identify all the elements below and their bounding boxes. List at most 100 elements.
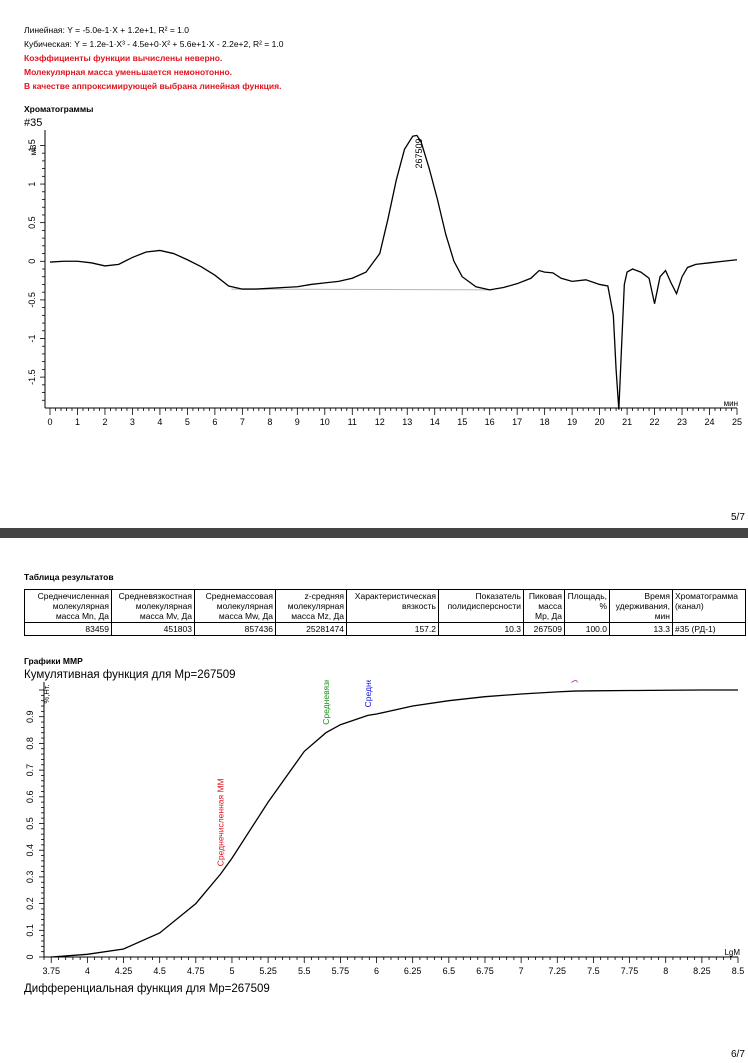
x-tick-label: 11: [348, 417, 357, 427]
cumulative-axes: 3.75 4 4.25 4.5 4.75 5 5.25 5.5 5.75 6 6.25 6.5 6.75…: [25, 682, 744, 976]
y-tick-label: 0.7: [25, 764, 35, 777]
x-tick-label: 17: [512, 417, 522, 427]
col-header-mn: Среднечисленная молекулярная масса Mn, Д…: [24, 589, 112, 623]
cell-pdi: 10.3: [438, 622, 524, 636]
cell-area: 100.0: [564, 622, 610, 636]
y-tick-label: 0.3: [25, 871, 35, 884]
y-tick-label: -1.5: [27, 369, 37, 385]
col-header-mv: Средневязкостная молекулярная масса Mv, …: [111, 589, 195, 623]
x-tick-label: 20: [595, 417, 605, 427]
peak-label: 267509: [414, 138, 424, 168]
cell-mw: 857436: [194, 622, 276, 636]
x-tick-label: 4: [157, 417, 162, 427]
x-tick-label: 24: [705, 417, 715, 427]
x-tick-label: 6.5: [443, 966, 456, 976]
cumulative-title: Кумулятивная функция для Mp=267509: [24, 669, 236, 681]
x-tick-label: 5.5: [298, 966, 311, 976]
cumulative-chart: 3.75 4 4.25 4.5 4.75 5 5.25 5.5 5.75 6 6.25 6.5 6.75…: [25, 680, 744, 976]
x-tick-label: 8.5: [732, 966, 745, 976]
cell-mv: 451803: [111, 622, 195, 636]
x-tick-label: 25: [732, 417, 742, 427]
col-header-pdi: Показатель полидисперсности: [438, 589, 524, 623]
x-tick-label: 0: [47, 417, 52, 427]
x-tick-label: 18: [540, 417, 550, 427]
mw-marker-label: Средневязкостная масса: [321, 680, 331, 725]
y-axis-label: мВ: [29, 145, 38, 156]
col-header-mp: Пиковая масса Mp, Да: [523, 589, 565, 623]
warning-coefficients: Коэффициенты функции вычислены неверно.: [24, 53, 223, 63]
x-tick-label: 4.5: [153, 966, 166, 976]
chromatogram-chart: 0 1 2 3 4 5 6 7 8 9 10 11 12 13 14 15 16 17 18 19 20 21 22 23 24…: [27, 130, 742, 427]
x-tick-label: 1: [75, 417, 80, 427]
results-table: Среднечисленная молекулярная масса Mn, Д…: [24, 589, 746, 636]
y-tick-label: 0.8: [25, 737, 35, 750]
x-axis-label: LgM: [724, 948, 740, 957]
cell-chromatogram: #35 (РД-1): [672, 622, 746, 636]
x-tick-label: 4.75: [187, 966, 205, 976]
x-tick-label: 6.25: [404, 966, 422, 976]
chromatogram-axes: 0 1 2 3 4 5 6 7 8 9 10 11 12 13 14 15 16 17 18 19 20 21 22 23 24…: [27, 130, 742, 427]
col-header-retention: Время удерживания, мин: [609, 589, 673, 623]
x-tick-label: 14: [430, 417, 440, 427]
cell-mz: 25281474: [275, 622, 347, 636]
x-tick-label: 4.25: [115, 966, 133, 976]
x-tick-label: 3.75: [42, 966, 60, 976]
chromatogram-label: #35: [24, 117, 43, 129]
y-tick-label: 1: [27, 182, 37, 187]
mw-marker-label: Усредненная по z ММ: [570, 680, 580, 683]
page-separator: [0, 528, 748, 538]
col-header-mw: Среднемассовая молекулярная масса Mw, Да: [194, 589, 276, 623]
x-tick-label: 5.25: [259, 966, 277, 976]
x-tick-label: 7.5: [587, 966, 600, 976]
page-number-5: 5/7: [731, 512, 745, 523]
cumulative-series-line: [51, 689, 738, 958]
linear-fit-text: Линейная: Y = -5.0e-1·X + 1.2e+1, R² = 1…: [24, 25, 189, 35]
x-tick-label: 4: [85, 966, 90, 976]
x-tick-label: 8: [663, 966, 668, 976]
results-table-title: Таблица результатов: [24, 572, 114, 582]
col-header-chromatogram: Хроматограмма (канал): [672, 589, 746, 623]
x-tick-label: 7.25: [549, 966, 567, 976]
x-tick-label: 23: [677, 417, 687, 427]
differential-title: Дифференциальная функция для Mp=267509: [24, 983, 270, 995]
y-tick-label: -1: [27, 334, 37, 342]
mw-marker-label: Среднемассовая ММ: [363, 680, 373, 707]
x-tick-label: 8.25: [693, 966, 711, 976]
y-tick-label: 0: [27, 259, 37, 264]
col-header-area: Площадь, %: [564, 589, 610, 623]
x-tick-label: 5: [185, 417, 190, 427]
x-tick-label: 5.75: [332, 966, 350, 976]
x-tick-label: 10: [320, 417, 330, 427]
results-table-header-row: Среднечисленная молекулярная масса Mn, Д…: [24, 589, 746, 623]
x-tick-label: 5: [229, 966, 234, 976]
x-tick-label: 16: [485, 417, 495, 427]
x-tick-label: 2: [102, 417, 107, 427]
x-tick-label: 12: [375, 417, 385, 427]
cell-viscosity: 157.2: [346, 622, 439, 636]
x-tick-label: 6: [212, 417, 217, 427]
mmr-title: Графики ММР: [24, 656, 83, 666]
y-axis-label: %,Нт.: [42, 685, 51, 704]
cubic-fit-text: Кубическая: Y = 1.2e-1·X³ - 4.5e+0·X² + …: [24, 39, 284, 49]
x-tick-label: 21: [622, 417, 632, 427]
x-tick-label: 9: [295, 417, 300, 427]
warning-monotonic: Молекулярная масса уменьшается немонотон…: [24, 67, 233, 77]
y-tick-label: 0.5: [27, 216, 37, 229]
x-axis-label: мин: [724, 399, 738, 408]
cumulative-markers: Среднечисленная ММ Средневязкостная масса…: [215, 680, 579, 866]
chromatogram-baseline: [231, 288, 493, 291]
mw-marker-label: Среднечисленная ММ: [215, 778, 225, 866]
chromatogram-series-line: [49, 134, 738, 410]
y-tick-label: 0.9: [25, 710, 35, 723]
chromatograms-title: Хроматограммы: [24, 104, 94, 114]
col-header-mz: z-средняя молекулярная масса Mz, Да: [275, 589, 347, 623]
y-tick-label: 0.5: [25, 817, 35, 830]
chromatogram-annotations: 267509: [414, 138, 424, 168]
y-tick-label: 0.2: [25, 897, 35, 910]
x-tick-label: 7.75: [621, 966, 639, 976]
x-tick-label: 8: [267, 417, 272, 427]
y-tick-label: 0.4: [25, 844, 35, 857]
y-tick-label: -0.5: [27, 292, 37, 308]
y-tick-label: 1.5: [27, 139, 37, 152]
x-tick-label: 6.75: [476, 966, 494, 976]
